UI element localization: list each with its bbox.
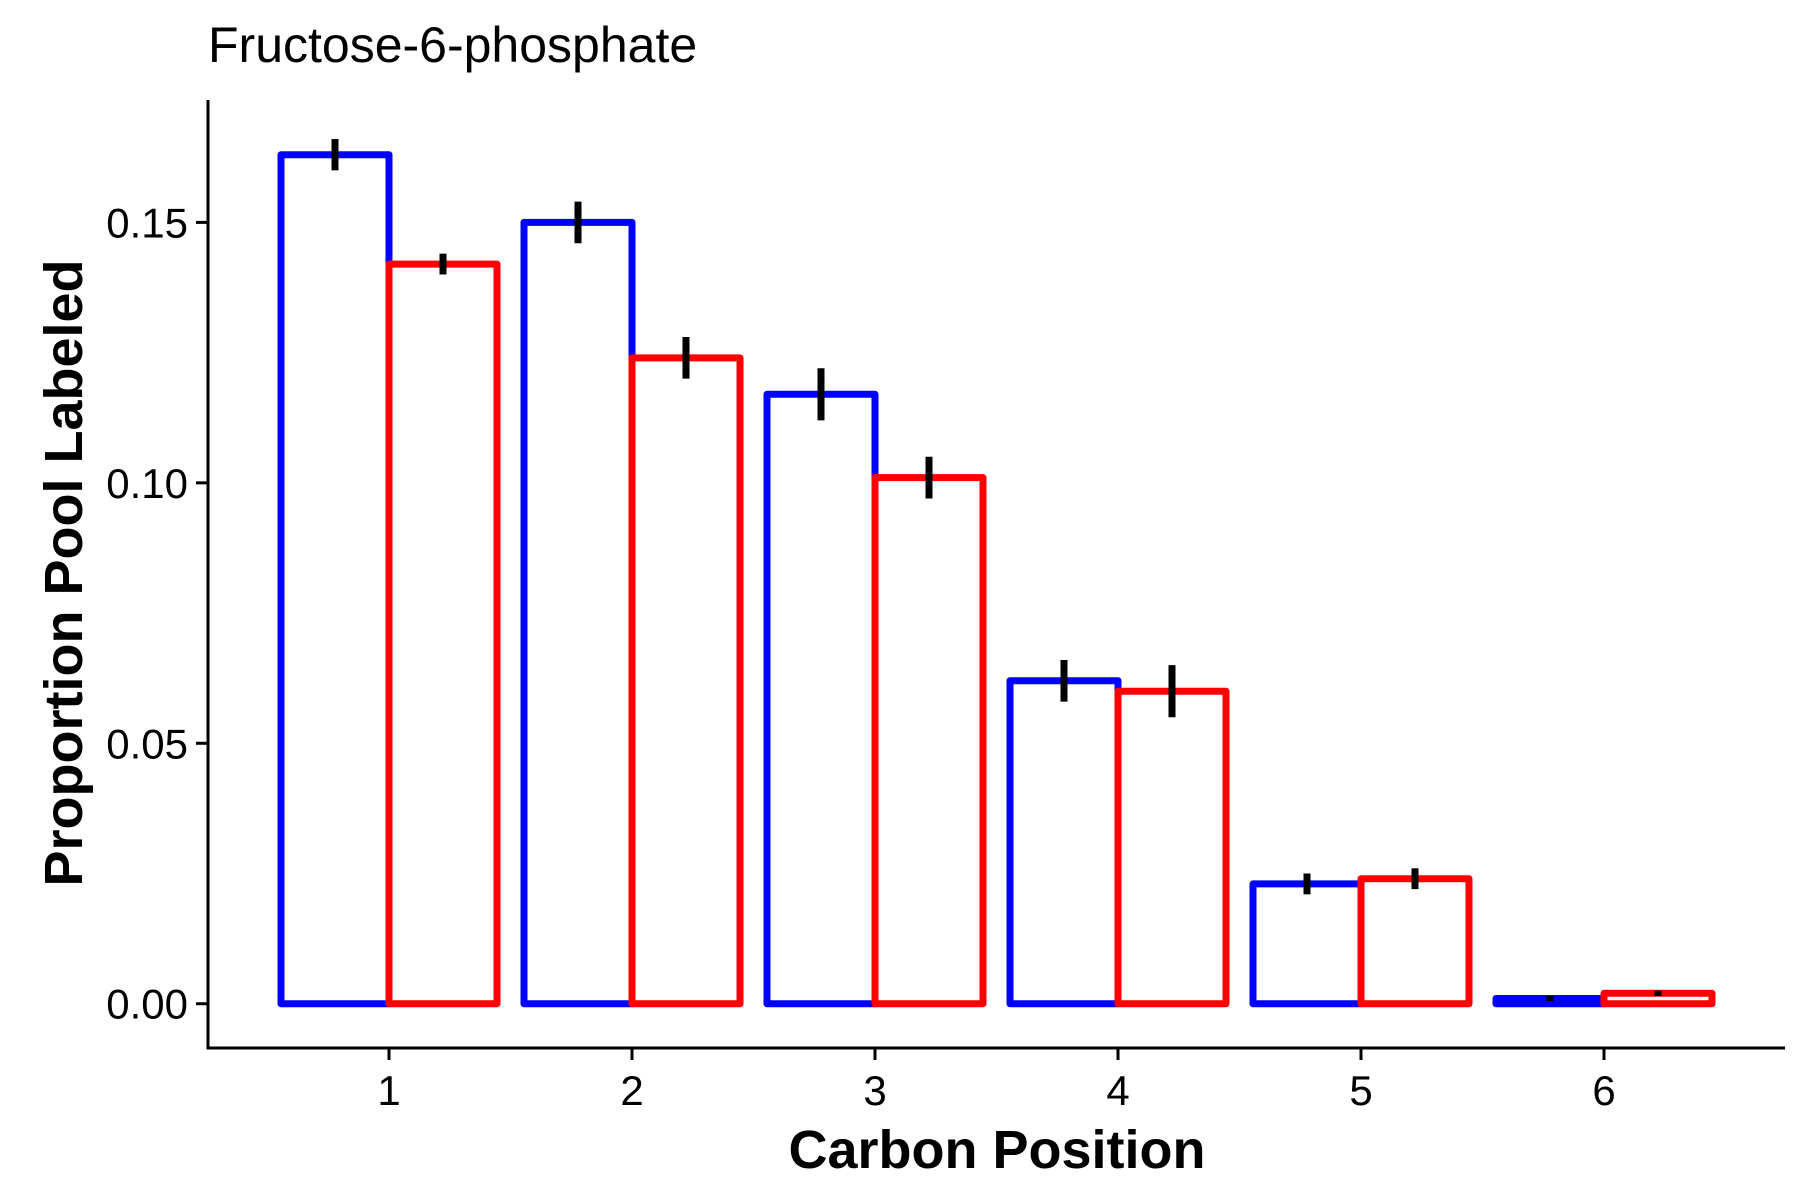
y-axis-ticks: 0.00 0.05 0.10 0.15: [106, 199, 208, 1028]
bar-s2-1: [385, 260, 501, 1008]
bar-s2-4: [1114, 687, 1230, 1008]
bar-s1-2: [520, 218, 636, 1008]
bar-s2-2: [628, 354, 744, 1008]
x-axis-ticks: 1 2 3 4 5 6: [377, 1048, 1616, 1114]
y-tick-label: 0.05: [106, 720, 188, 767]
chart-title: Fructose-6-phosphate: [208, 17, 697, 73]
y-axis-title: Proportion Pool Labeled: [34, 259, 94, 886]
bar-s1-1: [277, 151, 393, 1008]
bar-s1-5: [1249, 880, 1365, 1008]
x-tick-label: 2: [620, 1067, 643, 1114]
x-tick-label: 1: [377, 1067, 400, 1114]
bar-s2-3: [871, 474, 987, 1008]
y-tick-label: 0.10: [106, 460, 188, 507]
x-axis-title: Carbon Position: [789, 1120, 1206, 1180]
x-tick-label: 6: [1592, 1067, 1615, 1114]
y-tick-label: 0.15: [106, 199, 188, 246]
x-tick-label: 3: [863, 1067, 886, 1114]
bar-s2-5: [1357, 875, 1473, 1008]
bar-s1-4: [1006, 677, 1122, 1008]
x-tick-label: 4: [1106, 1067, 1129, 1114]
bar-s1-3: [763, 390, 879, 1008]
x-tick-label: 5: [1349, 1067, 1372, 1114]
y-tick-label: 0.00: [106, 981, 188, 1028]
plot-area: [277, 139, 1716, 1008]
